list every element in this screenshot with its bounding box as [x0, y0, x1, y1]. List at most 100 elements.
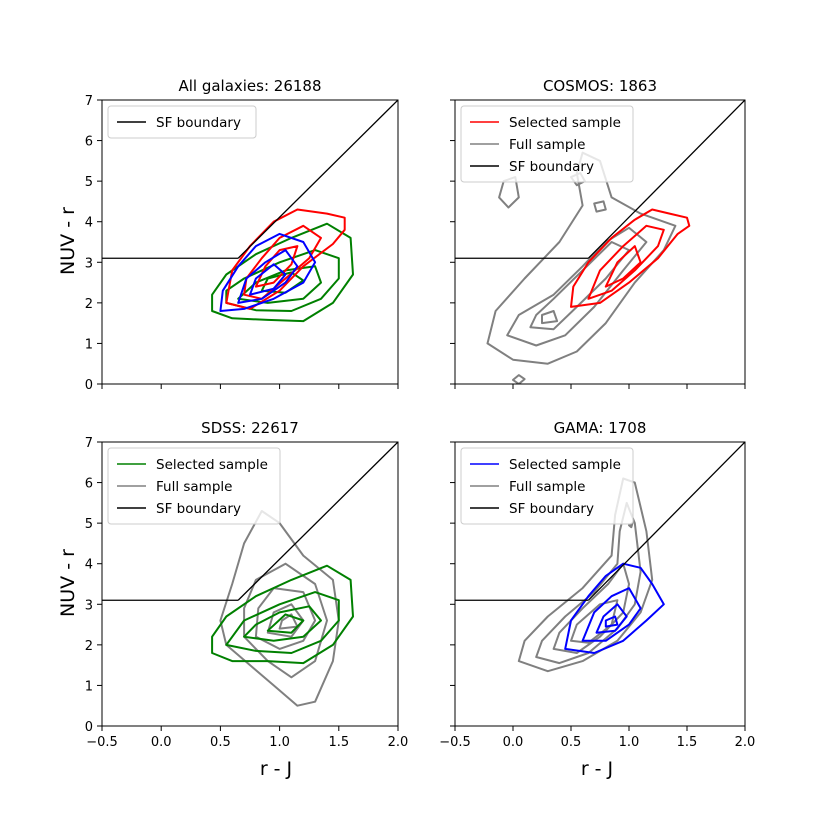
y-axis-label-bottom: NUV - r	[57, 549, 79, 617]
chart-title: SDSS: 22617	[201, 419, 299, 437]
y-tick-label: 7	[85, 436, 93, 451]
x-tick-label: 1.5	[677, 735, 698, 750]
x-axis-label-left: r - J	[260, 758, 292, 780]
contour-level-5	[278, 613, 299, 630]
legend-label: SF boundary	[509, 159, 594, 175]
contour-level-3	[254, 245, 299, 288]
contour-level-1	[219, 232, 317, 312]
contour-level-4	[266, 613, 305, 634]
contour-level-2	[237, 249, 299, 304]
contour-level-4	[604, 615, 619, 628]
sf-boundary-diagonal	[587, 442, 745, 601]
legend-label: SF boundary	[509, 501, 594, 517]
contour-level-8	[512, 374, 526, 384]
y-tick-label: 4	[85, 216, 93, 231]
contour-level-3	[604, 245, 642, 288]
sf-boundary-diagonal	[237, 442, 398, 601]
contour-level-2	[243, 562, 328, 679]
contour-level-1	[570, 208, 691, 308]
y-tick-label: 3	[85, 256, 93, 271]
axes-frame	[454, 441, 746, 727]
x-tick-label: 1.5	[328, 735, 349, 750]
series-full-sample	[486, 151, 677, 384]
contour-level-2	[581, 587, 642, 642]
contour-level-3	[249, 263, 287, 296]
x-tick-label: 1.0	[619, 735, 640, 750]
y-tick-label: 1	[85, 679, 93, 694]
contour-level-1	[517, 477, 654, 673]
chart-panel-1: 0 1 2 3 4 5 6 7 All galaxies: 26188 SF boundary	[85, 77, 399, 393]
x-tick-label: −0.5	[439, 735, 471, 750]
contour-level-2	[506, 226, 648, 347]
sf-boundary-diagonal	[587, 100, 745, 259]
chart-panel-3: −0.5 0.0 0.5 1.0 1.5 2.0 0 1 2 3 4 5 6 7 SDSS: 22617 Se…	[85, 419, 409, 750]
y-tick-label: 0	[85, 720, 93, 735]
x-tick-label: 0.5	[561, 735, 582, 750]
legend-frame	[460, 105, 634, 183]
legend-label: SF boundary	[156, 501, 241, 517]
legend-label: Full sample	[156, 479, 232, 495]
x-tick-label: 2.0	[388, 735, 409, 750]
contour-level-3	[243, 605, 322, 642]
contour-level-4	[260, 271, 305, 294]
contour-level-2	[587, 224, 665, 300]
legend-label: Selected sample	[156, 457, 268, 473]
contour-level-3	[237, 265, 322, 304]
legend-frame	[107, 105, 257, 139]
chart-title: All galaxies: 26188	[178, 77, 321, 95]
contour-level-2	[225, 249, 340, 312]
contour-level-1	[486, 151, 677, 365]
contour-level-4	[570, 599, 619, 644]
plot-area	[102, 442, 398, 707]
chart-panel-2: COSMOS: 1863 Selected sample Full sample SF…	[450, 77, 746, 389]
series-sdss	[211, 222, 354, 323]
legend-label: SF boundary	[156, 115, 241, 131]
legend-frame	[460, 447, 634, 525]
contour-level-7	[593, 200, 607, 213]
legend-label: Full sample	[509, 137, 585, 153]
y-tick-label: 3	[85, 598, 93, 613]
series-selected-sample	[211, 564, 354, 665]
x-tick-label: 1.0	[269, 735, 290, 750]
chart-panel-4: −0.5 0.0 0.5 1.0 1.5 2.0 GAMA: 1708 Selected sa…	[439, 419, 755, 750]
x-tick-label: −0.5	[86, 735, 118, 750]
plot-area	[102, 100, 398, 323]
legend: SF boundary	[107, 105, 257, 139]
y-tick-label: 0	[85, 378, 93, 393]
y-tick-label: 2	[85, 639, 93, 654]
axes-frame	[101, 441, 399, 727]
chart-title: GAMA: 1708	[554, 419, 647, 437]
x-tick-label: 0.0	[151, 735, 172, 750]
contour-level-1	[211, 222, 354, 323]
series-selected-sample	[570, 208, 691, 308]
axes-frame	[454, 99, 746, 385]
legend-label: Full sample	[509, 479, 585, 495]
plot-area	[455, 100, 745, 384]
contour-level-4	[541, 310, 559, 325]
x-axis-label-right: r - J	[581, 758, 613, 780]
y-tick-label: 7	[85, 94, 93, 109]
x-tick-label: 2.0	[735, 735, 756, 750]
series-gama	[219, 232, 317, 312]
sf-boundary-diagonal	[237, 100, 398, 259]
y-tick-label: 6	[85, 135, 93, 150]
legend: Selected sample Full sample SF boundary	[460, 105, 634, 183]
contour-level-1	[211, 564, 354, 665]
legend: Selected sample Full sample SF boundary	[107, 447, 281, 525]
y-tick-label: 5	[85, 175, 93, 190]
x-tick-label: 0.5	[210, 735, 231, 750]
y-axis-label-top: NUV - r	[57, 207, 79, 275]
legend-frame	[107, 447, 281, 525]
x-tick-label: 0.0	[503, 735, 524, 750]
y-tick-label: 6	[85, 477, 93, 492]
contour-level-3	[595, 603, 628, 634]
y-tick-label: 5	[85, 517, 93, 532]
contour-level-3	[529, 241, 630, 331]
axes-frame	[101, 99, 399, 385]
y-tick-label: 2	[85, 297, 93, 312]
legend-label: Selected sample	[509, 115, 621, 131]
y-tick-label: 4	[85, 558, 93, 573]
y-tick-label: 1	[85, 337, 93, 352]
legend-label: Selected sample	[509, 457, 621, 473]
